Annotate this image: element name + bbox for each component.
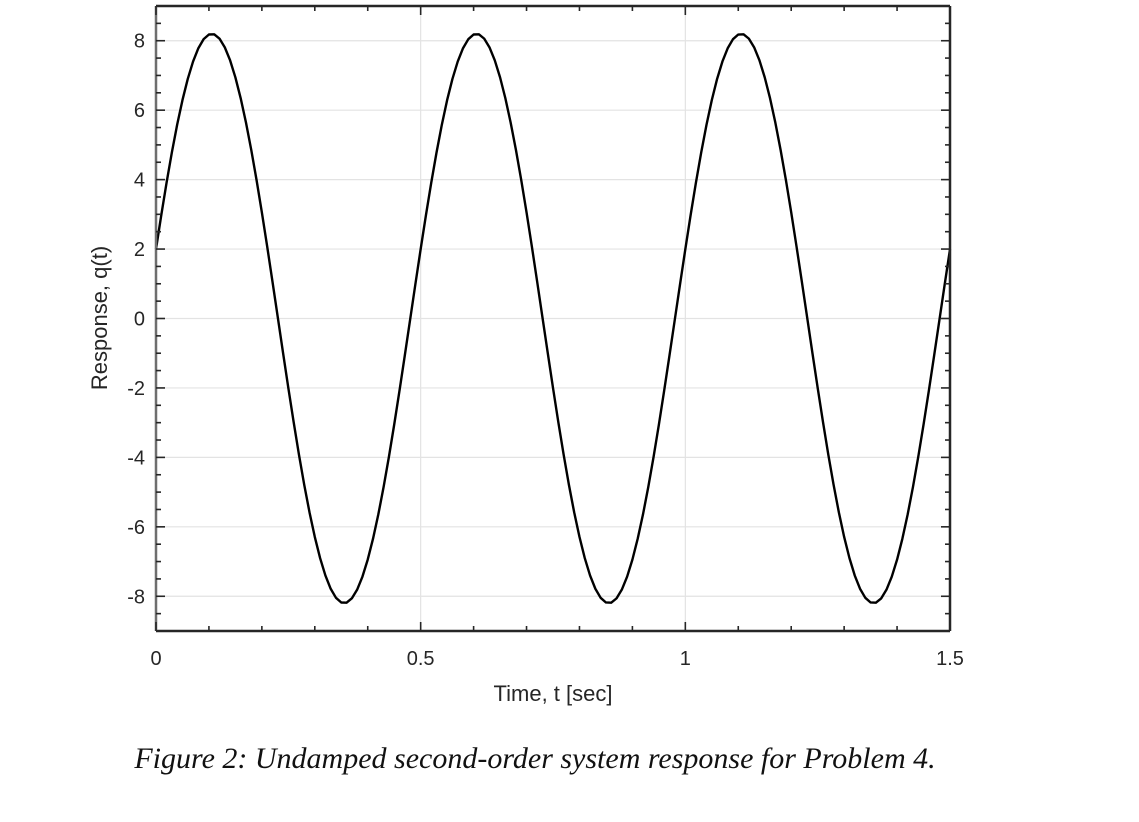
y-tick-label: -6 (127, 517, 145, 539)
x-tick-label: 1 (680, 648, 691, 670)
response-curve (154, 33, 952, 604)
axis-ticks (155, 5, 951, 632)
y-axis-label: Response, q(t) (87, 246, 112, 390)
figure-caption: Figure 2: Undamped second-order system r… (134, 742, 936, 775)
y-tick-label: 4 (134, 170, 145, 192)
x-tick-label: 0 (150, 648, 161, 670)
x-tick-label: 1.5 (936, 648, 964, 670)
x-tick-labels: 0 0.5 1 1.5 (150, 648, 963, 670)
y-tick-label: 8 (134, 31, 145, 53)
y-tick-labels: -8 -6 -4 -2 0 2 4 6 8 (127, 31, 145, 609)
y-tick-label: -8 (127, 586, 145, 608)
y-tick-label: -4 (127, 447, 145, 469)
grid-lines (156, 6, 950, 631)
y-tick-label: 0 (134, 309, 145, 331)
y-tick-label: 6 (134, 100, 145, 122)
series-line (154, 33, 952, 604)
y-tick-label: 2 (134, 239, 145, 261)
x-axis-label: Time, t [sec] (494, 681, 613, 706)
x-tick-label: 0.5 (407, 648, 435, 670)
y-tick-label: -2 (127, 378, 145, 400)
